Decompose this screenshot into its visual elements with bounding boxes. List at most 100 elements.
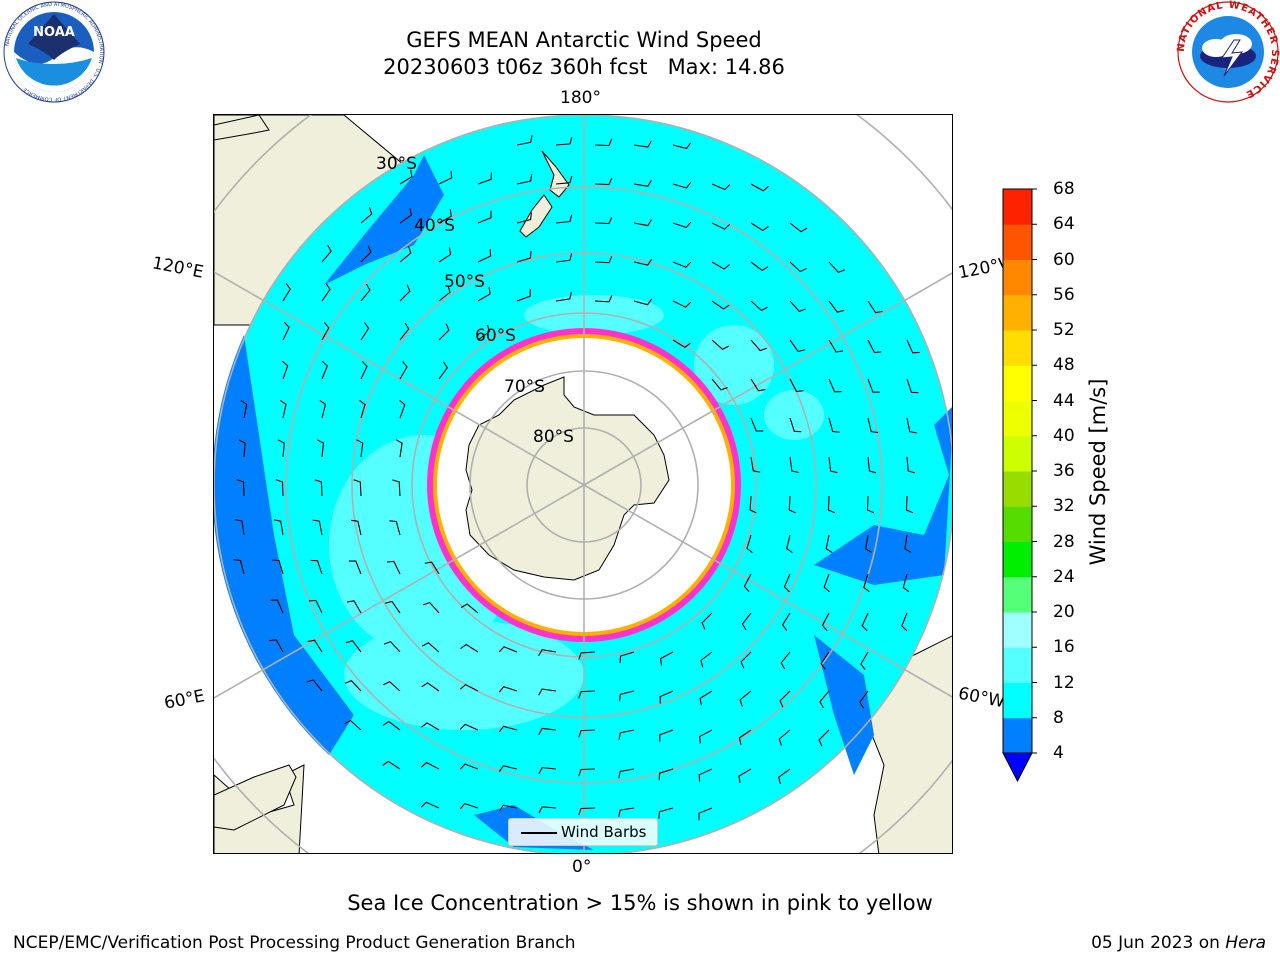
polar-map-svg: 30°S 40°S 50°S 60°S 70°S 80°S xyxy=(214,115,952,853)
wind-barb xyxy=(277,439,285,458)
wind-barb xyxy=(317,439,325,458)
colorbar-band xyxy=(1003,365,1032,401)
colorbar-tick-label: 28 xyxy=(1053,531,1075,552)
wind-barb xyxy=(659,729,674,742)
wind-barb xyxy=(438,361,448,380)
wind-barb xyxy=(711,261,730,270)
wind-barb xyxy=(360,360,368,380)
wind-barb xyxy=(786,534,793,554)
wind-barb xyxy=(538,767,557,775)
wind-barb xyxy=(906,378,919,394)
antarctica xyxy=(465,376,670,581)
wind-barb xyxy=(240,400,248,419)
wind-barb xyxy=(750,417,764,432)
colorbar-tick-label: 60 xyxy=(1053,249,1075,270)
wind-barb xyxy=(383,681,401,692)
wind-barb xyxy=(233,559,245,575)
wind-barb xyxy=(399,284,411,302)
wind-barb xyxy=(711,300,730,310)
wind-barb xyxy=(438,285,451,302)
wind-barb xyxy=(383,640,401,653)
wind-barb xyxy=(273,519,284,536)
wind-barb xyxy=(698,807,713,821)
wind-barb xyxy=(780,651,791,670)
colorbar-band xyxy=(1003,576,1032,613)
wind-barb xyxy=(867,339,882,354)
ocean-light-patch xyxy=(524,295,664,335)
colorbar-band xyxy=(1003,400,1032,437)
wind-barb xyxy=(867,417,879,434)
lon-label-0: 0° xyxy=(572,857,592,877)
wind-barb xyxy=(633,140,652,148)
wind-barb xyxy=(660,651,674,666)
lat-label-80s: 80°S xyxy=(533,427,574,447)
wind-barb xyxy=(739,690,752,707)
wind-barb xyxy=(789,417,802,433)
wind-barb xyxy=(750,339,767,352)
wind-barb xyxy=(477,287,491,302)
wind-barb xyxy=(360,283,371,302)
wind-barb xyxy=(321,283,331,302)
colorbar-tick-label: 36 xyxy=(1053,461,1075,481)
colorbar-tick-label: 56 xyxy=(1053,284,1075,305)
wind-barb xyxy=(825,534,833,553)
wind-barb xyxy=(319,399,327,419)
wind-barb xyxy=(778,768,791,785)
wind-barb xyxy=(399,399,406,419)
wind-barb xyxy=(906,417,917,434)
wind-barb xyxy=(658,807,674,819)
wind-barb xyxy=(594,256,613,264)
wind-barb xyxy=(386,560,401,575)
colorbar-band xyxy=(1003,612,1032,648)
wind-barb xyxy=(789,261,807,273)
wind-barb xyxy=(498,725,518,733)
wind-barb xyxy=(594,138,613,147)
wind-barb xyxy=(750,300,768,312)
polar-map: 30°S 40°S 50°S 60°S 70°S 80°S xyxy=(213,114,953,854)
wind-barb xyxy=(740,651,752,669)
wind-barb xyxy=(789,222,808,233)
wind-barb xyxy=(578,729,596,738)
wind-barb xyxy=(861,612,869,632)
colorbar-band xyxy=(1003,541,1032,578)
wind-barb xyxy=(459,683,479,692)
wind-barb xyxy=(306,679,323,692)
colorbar-band xyxy=(1003,189,1032,225)
wind-barb xyxy=(392,479,401,497)
wind-barb xyxy=(779,690,791,708)
wind-barb xyxy=(618,768,635,779)
wind-barb xyxy=(633,180,652,187)
wind-barb xyxy=(866,495,875,514)
wind-barb xyxy=(438,323,450,341)
wind-barb xyxy=(538,649,557,656)
wind-barb xyxy=(828,339,844,353)
wind-barb xyxy=(538,727,557,735)
wind-barb xyxy=(308,599,323,614)
colorbar-band xyxy=(1003,224,1032,260)
wind-barb xyxy=(749,495,757,514)
wind-barb xyxy=(659,690,674,704)
wind-barb xyxy=(781,612,791,631)
colorbar xyxy=(1002,188,1037,783)
wind-barb xyxy=(578,690,596,699)
wind-barb xyxy=(633,258,653,266)
colorbar-tick-label: 4 xyxy=(1053,743,1064,763)
wind-barb xyxy=(282,321,290,341)
wind-barb xyxy=(281,360,289,380)
colorbar-band xyxy=(1003,647,1032,683)
colorbar-tick-label: 24 xyxy=(1053,566,1075,587)
ocean-dark-east xyxy=(814,407,952,585)
wind-barb xyxy=(360,245,372,263)
wind-barb xyxy=(864,534,872,553)
wind-barb xyxy=(477,324,490,341)
colorbar-under-triangle xyxy=(1002,752,1033,783)
wind-barb xyxy=(750,183,769,192)
wind-barb xyxy=(828,378,842,393)
wind-barb xyxy=(282,283,291,302)
wind-barb xyxy=(618,690,635,702)
colorbar-tick-label: 44 xyxy=(1053,390,1075,411)
wind-barb xyxy=(828,300,845,313)
colorbar-band xyxy=(1003,330,1032,366)
nws-logo: NATIONAL WEATHER SERVICE xyxy=(1176,0,1279,103)
wind-barb xyxy=(633,298,653,306)
